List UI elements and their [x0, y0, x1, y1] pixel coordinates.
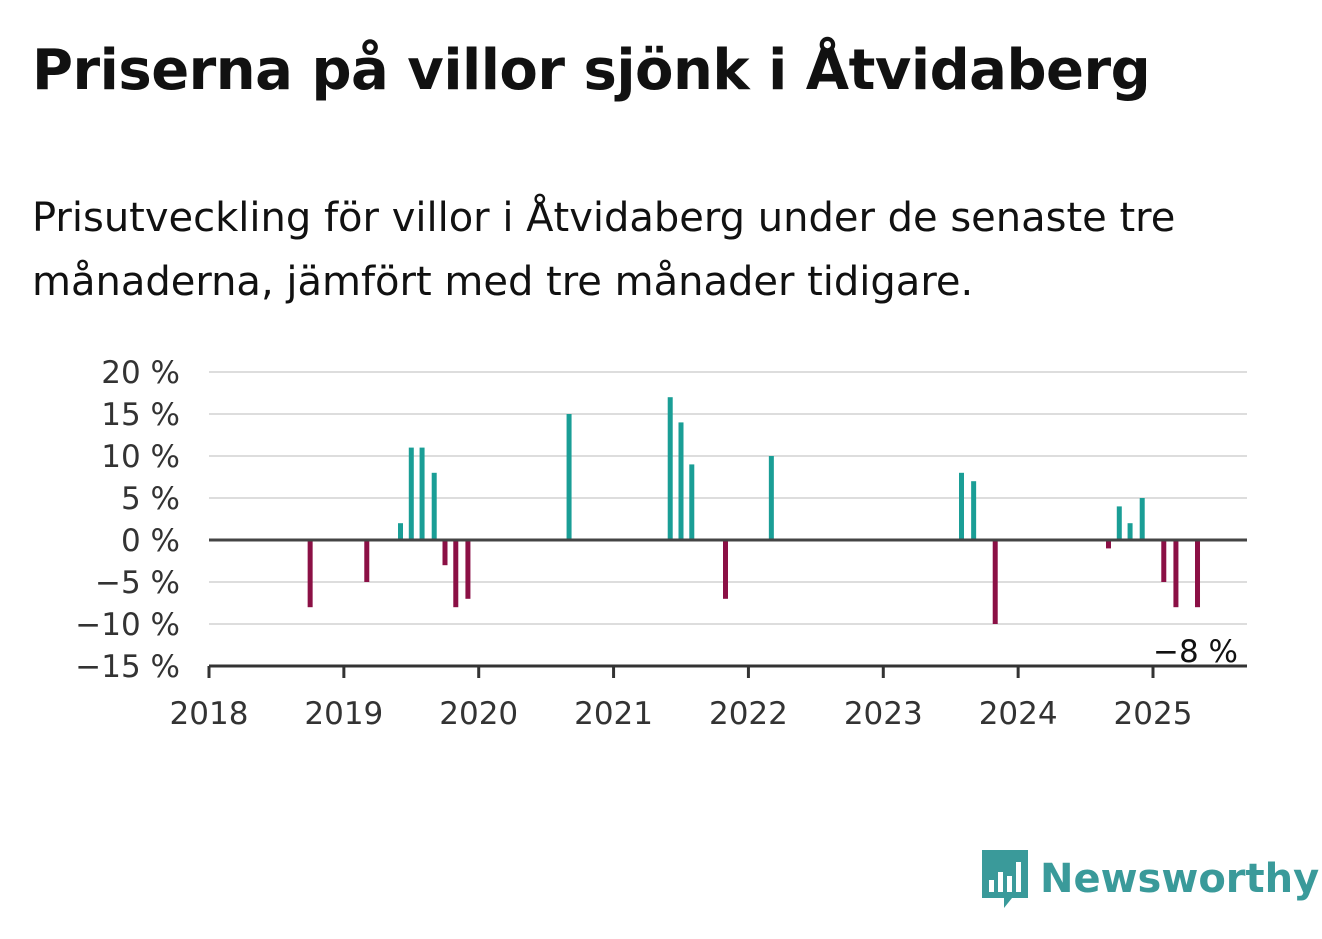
bar: [768, 456, 774, 540]
bar: [408, 447, 414, 540]
bar: [1173, 540, 1179, 608]
x-tick-label: 2022: [709, 696, 788, 732]
bar: [465, 540, 471, 599]
y-tick-label: −5 %: [95, 565, 180, 601]
bar: [1116, 506, 1122, 540]
bar: [689, 464, 695, 540]
x-tick-label: 2024: [979, 696, 1058, 732]
bar: [397, 523, 403, 540]
x-tick-label: 2020: [439, 696, 518, 732]
x-tick-label: 2023: [844, 696, 923, 732]
bar-chart-speech-bubble-icon: [982, 850, 1028, 908]
bar: [992, 540, 998, 624]
bar: [1105, 540, 1111, 549]
y-tick-label: 20 %: [101, 355, 180, 391]
bar: [1127, 523, 1133, 540]
x-tick-label: 2019: [304, 696, 383, 732]
x-tick-label: 2018: [170, 696, 249, 732]
x-tick-label: 2025: [1114, 696, 1193, 732]
bar: [667, 397, 673, 540]
bar: [566, 414, 572, 540]
bar: [364, 540, 370, 582]
chart-title: Priserna på villor sjönk i Åtvidaberg: [32, 38, 1151, 103]
bar: [1195, 540, 1201, 608]
y-tick-label: 15 %: [101, 397, 180, 433]
bar: [1139, 498, 1145, 540]
bar: [678, 422, 684, 540]
y-tick-label: −10 %: [75, 607, 180, 643]
chart-subtitle: Prisutveckling för villor i Åtvidaberg u…: [32, 195, 1176, 305]
bar: [431, 472, 437, 540]
price-change-chart: 20 %15 %10 %5 %0 %−5 %−10 %−15 % 2018 201…: [75, 355, 1247, 732]
axes: [209, 538, 1247, 668]
y-tick-label: 0 %: [121, 523, 180, 559]
bars: [307, 397, 1201, 624]
bar: [723, 540, 729, 599]
newsworthy-logo: Newsworthy: [980, 848, 1319, 910]
bar: [453, 540, 459, 608]
x-axis-ticks: 2018 2019 2020 2021 2022 2023 2024 2025: [170, 666, 1193, 732]
x-tick-label: 2021: [574, 696, 653, 732]
last-value-annotation: −8 %: [1153, 634, 1238, 670]
y-tick-label: −15 %: [75, 649, 180, 685]
y-tick-label: 10 %: [101, 439, 180, 475]
brand-name: Newsworthy: [1040, 856, 1320, 902]
bar: [419, 447, 425, 540]
bar: [442, 540, 448, 566]
y-axis-ticks: 20 % 15 % 10 % 5 % 0 % −5 % −10 % −15 %: [75, 355, 180, 685]
bar: [959, 472, 965, 540]
bar: [971, 481, 977, 540]
bar: [1161, 540, 1167, 582]
bar: [307, 540, 313, 608]
y-tick-label: 5 %: [121, 481, 180, 517]
